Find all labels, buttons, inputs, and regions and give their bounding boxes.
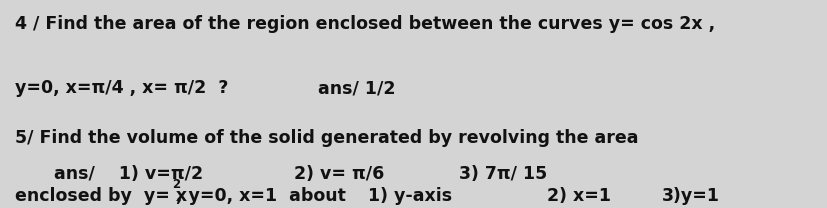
Text: y=0, x=π/4 , x= π/2  ?: y=0, x=π/4 , x= π/2 ? <box>15 79 228 97</box>
Text: 2) x=1: 2) x=1 <box>547 187 611 205</box>
Text: 2) v= π/6: 2) v= π/6 <box>294 165 384 183</box>
Text: 3) 7π/ 15: 3) 7π/ 15 <box>459 165 547 183</box>
Text: , y=0, x=1  about: , y=0, x=1 about <box>176 187 346 205</box>
Text: 1) y-axis: 1) y-axis <box>368 187 452 205</box>
Text: 3)y=1: 3)y=1 <box>662 187 719 205</box>
Text: 2: 2 <box>172 178 180 191</box>
Text: 4 / Find the area of the region enclosed between the curves y= cos 2x ,: 4 / Find the area of the region enclosed… <box>15 15 715 33</box>
Text: 5/ Find the volume of the solid generated by revolving the area: 5/ Find the volume of the solid generate… <box>15 129 638 147</box>
Text: ans/ 1/2: ans/ 1/2 <box>318 79 396 97</box>
Text: enclosed by  y= x: enclosed by y= x <box>15 187 187 205</box>
Text: ans/    1) v=π/2: ans/ 1) v=π/2 <box>54 165 203 183</box>
